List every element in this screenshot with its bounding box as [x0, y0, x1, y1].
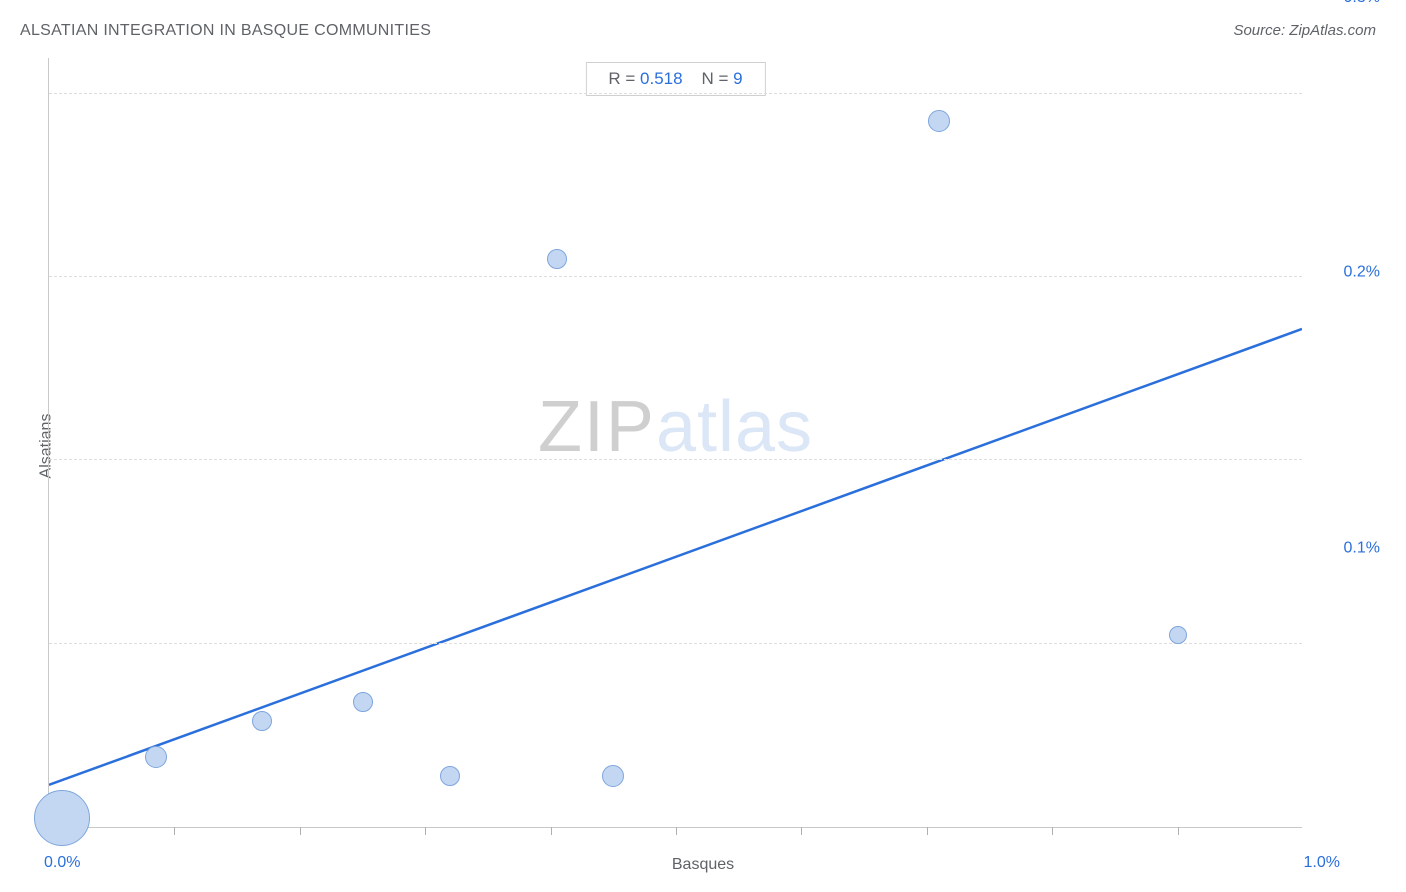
x-tick [1052, 827, 1053, 835]
watermark-zip: ZIP [538, 387, 656, 467]
chart-title: ALSATIAN INTEGRATION IN BASQUE COMMUNITI… [20, 22, 431, 40]
scatter-point [34, 790, 90, 846]
watermark-atlas: atlas [656, 387, 813, 467]
plot-area: ZIPatlas R = 0.518 N = 9 [48, 58, 1302, 828]
watermark: ZIPatlas [538, 386, 813, 468]
y-tick-label: 0.4% [1344, 0, 1380, 499]
x-tick [425, 827, 426, 835]
x-tick [174, 827, 175, 835]
n-value: 9 [733, 69, 742, 88]
scatter-point [353, 692, 373, 712]
scatter-point [928, 110, 950, 132]
r-value: 0.518 [640, 69, 683, 88]
x-tick [300, 827, 301, 835]
scatter-point [440, 766, 460, 786]
scatter-point [252, 711, 272, 731]
gridline [49, 643, 1302, 644]
n-label: N = [701, 69, 733, 88]
x-axis-label: Basques [672, 856, 734, 874]
scatter-point [602, 765, 624, 787]
x-tick [551, 827, 552, 835]
r-label: R = [608, 69, 640, 88]
x-tick [801, 827, 802, 835]
scatter-point [145, 746, 167, 768]
x-tick [927, 827, 928, 835]
stats-box: R = 0.518 N = 9 [585, 62, 765, 96]
gridline [49, 276, 1302, 277]
x-tick [676, 827, 677, 835]
x-axis-max-label: 1.0% [1304, 854, 1340, 872]
scatter-point [547, 249, 567, 269]
gridline [49, 93, 1302, 94]
x-axis-min-label: 0.0% [44, 854, 80, 872]
x-tick [1178, 827, 1179, 835]
scatter-point [1169, 626, 1187, 644]
gridline [49, 459, 1302, 460]
trend-line [49, 58, 1302, 827]
